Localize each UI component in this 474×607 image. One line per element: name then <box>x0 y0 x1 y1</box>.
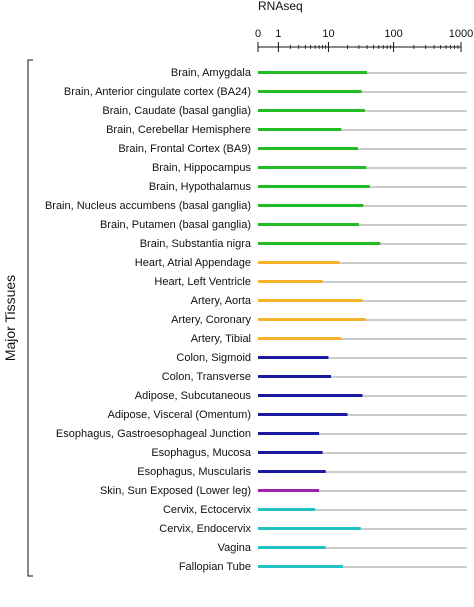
chart-row: Adipose, Subcutaneous <box>135 390 467 402</box>
chart-row: Brain, Substantia nigra <box>140 238 467 250</box>
category-label: Esophagus, Gastroesophageal Junction <box>56 428 251 440</box>
chart-row: Cervix, Ectocervix <box>163 504 467 516</box>
category-label: Artery, Tibial <box>191 333 251 345</box>
category-label: Brain, Anterior cingulate cortex (BA24) <box>64 86 251 98</box>
bar <box>258 318 366 321</box>
bar <box>258 527 361 530</box>
group-bracket <box>27 59 33 577</box>
bar <box>258 280 323 283</box>
chart-row: Artery, Coronary <box>171 314 467 326</box>
chart-row: Cervix, Endocervix <box>159 523 467 535</box>
bar <box>258 71 368 74</box>
category-label: Brain, Hypothalamus <box>149 181 252 193</box>
category-label: Brain, Hippocampus <box>152 162 252 174</box>
chart-row: Artery, Aorta <box>191 295 467 307</box>
chart-row: Brain, Caudate (basal ganglia) <box>102 105 467 117</box>
category-label: Brain, Frontal Cortex (BA9) <box>118 143 251 155</box>
chart-row: Brain, Putamen (basal ganglia) <box>100 219 467 231</box>
bar <box>258 337 342 340</box>
chart-row: Esophagus, Muscularis <box>137 466 467 478</box>
bar <box>258 223 359 226</box>
chart-row: Brain, Anterior cingulate cortex (BA24) <box>64 86 467 98</box>
category-label: Vagina <box>218 542 252 554</box>
x-tick-label: 1 <box>275 28 281 40</box>
category-label: Cervix, Endocervix <box>159 523 251 535</box>
category-label: Skin, Sun Exposed (Lower leg) <box>100 485 251 497</box>
category-label: Esophagus, Mucosa <box>151 447 252 459</box>
chart-row: Esophagus, Mucosa <box>151 447 467 459</box>
x-axis-title: RNAseq <box>258 0 303 13</box>
chart-row: Artery, Tibial <box>191 333 467 345</box>
bar <box>258 451 323 454</box>
category-label: Brain, Substantia nigra <box>140 238 252 250</box>
bar <box>258 299 363 302</box>
chart-row: Colon, Transverse <box>162 371 467 383</box>
category-label: Colon, Transverse <box>162 371 251 383</box>
chart-row: Heart, Left Ventricle <box>154 276 467 288</box>
x-tick-label: 10 <box>322 28 334 40</box>
category-label: Adipose, Visceral (Omentum) <box>108 409 251 421</box>
category-label: Colon, Sigmoid <box>176 352 251 364</box>
bar <box>258 394 363 397</box>
category-label: Brain, Caudate (basal ganglia) <box>102 105 251 117</box>
bar <box>258 356 329 359</box>
chart-row: Esophagus, Gastroesophageal Junction <box>56 428 467 440</box>
category-label: Brain, Putamen (basal ganglia) <box>100 219 251 231</box>
x-tick-label: 1000 <box>449 28 473 40</box>
category-label: Brain, Cerebellar Hemisphere <box>106 124 251 136</box>
chart-row: Brain, Hypothalamus <box>149 181 467 193</box>
bar <box>258 185 370 188</box>
chart-row: Brain, Frontal Cortex (BA9) <box>118 143 467 155</box>
bar <box>258 413 348 416</box>
chart-row: Fallopian Tube <box>179 561 467 573</box>
category-label: Brain, Nucleus accumbens (basal ganglia) <box>45 200 251 212</box>
chart-row: Skin, Sun Exposed (Lower leg) <box>100 485 467 497</box>
chart-row: Brain, Nucleus accumbens (basal ganglia) <box>45 200 467 212</box>
category-label: Adipose, Subcutaneous <box>135 390 252 402</box>
x-axis: RNAseq 0 1 10 100 1000 <box>255 0 473 52</box>
bar <box>258 261 340 264</box>
chart-row: Adipose, Visceral (Omentum) <box>108 409 467 421</box>
chart-row: Brain, Amygdala <box>171 67 467 79</box>
bar <box>258 128 342 131</box>
bar <box>258 242 381 245</box>
category-label: Artery, Coronary <box>171 314 251 326</box>
bar <box>258 204 364 207</box>
bar <box>258 508 316 511</box>
group-title: Major Tissues <box>2 275 18 361</box>
chart-rows: Brain, Amygdala Brain, Anterior cingulate… <box>45 67 467 573</box>
bar <box>258 375 332 378</box>
category-label: Esophagus, Muscularis <box>137 466 251 478</box>
category-label: Heart, Left Ventricle <box>154 276 251 288</box>
bar <box>258 109 365 112</box>
chart-row: Heart, Atrial Appendage <box>135 257 467 269</box>
category-label: Cervix, Ectocervix <box>163 504 252 516</box>
category-label: Heart, Atrial Appendage <box>135 257 251 269</box>
bar <box>258 470 326 473</box>
category-label: Brain, Amygdala <box>171 67 252 79</box>
chart-row: Brain, Hippocampus <box>152 162 467 174</box>
category-label: Artery, Aorta <box>191 295 252 307</box>
bar <box>258 166 367 169</box>
bar <box>258 546 326 549</box>
bar <box>258 565 343 568</box>
chart-row: Vagina <box>218 542 467 554</box>
x-tick-label: 0 <box>255 28 261 40</box>
bar <box>258 489 320 492</box>
chart-row: Colon, Sigmoid <box>176 352 467 364</box>
bar <box>258 147 358 150</box>
group-bracket-line <box>27 59 33 577</box>
bar <box>258 432 320 435</box>
chart-row: Brain, Cerebellar Hemisphere <box>106 124 467 136</box>
bar <box>258 90 362 93</box>
category-label: Fallopian Tube <box>179 561 251 573</box>
x-tick-label: 100 <box>384 28 402 40</box>
